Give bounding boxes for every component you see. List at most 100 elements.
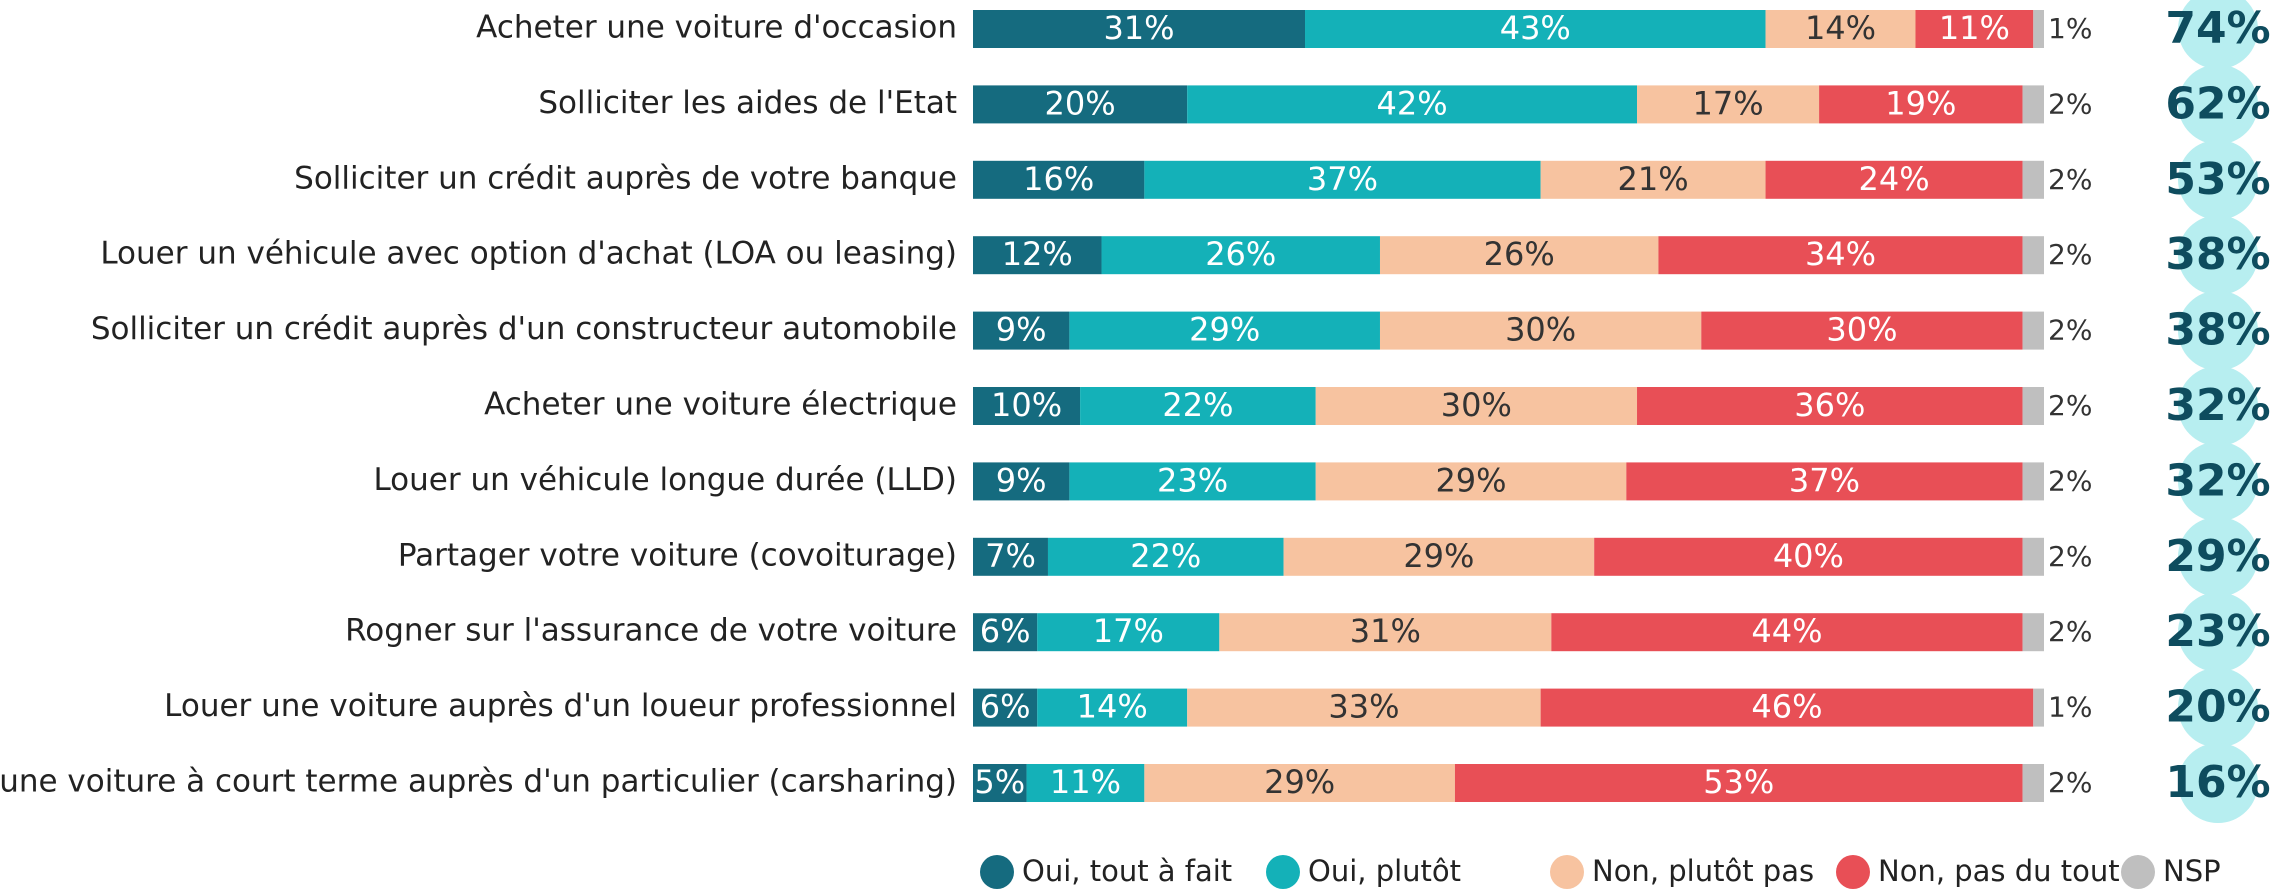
legend-swatch: [980, 855, 1014, 889]
bar-segment: [973, 311, 1070, 350]
total-badge: [2178, 64, 2258, 145]
data-label: 1%: [2048, 691, 2092, 724]
bar-segment: [1765, 160, 2023, 199]
bar-segment: [1540, 688, 2034, 727]
data-label: 2%: [2048, 615, 2092, 648]
data-label: 2%: [2048, 87, 2092, 120]
data-label: 2%: [2048, 766, 2092, 799]
bar-segment: [2022, 160, 2044, 199]
data-label: 30%: [1441, 386, 1512, 424]
data-label: 29%: [1264, 763, 1335, 801]
data-label: 10%: [991, 386, 1062, 424]
bar-segment: [2022, 236, 2044, 275]
bar-segment: [1283, 537, 1595, 576]
bar-segment: [1305, 10, 1766, 48]
data-label: 2%: [2048, 389, 2092, 422]
bar-segment: [1379, 236, 1659, 275]
total-label: 32%: [2165, 455, 2270, 506]
data-label: 36%: [1794, 386, 1865, 424]
data-label: 20%: [1045, 84, 1116, 122]
data-label: 6%: [980, 612, 1031, 650]
bar-segment: [1594, 537, 2023, 576]
data-label: 9%: [996, 461, 1047, 499]
bar-segment: [2022, 613, 2044, 652]
data-label: 17%: [1093, 612, 1164, 650]
category-label: Solliciter un crédit auprès d'un constru…: [91, 311, 957, 347]
data-label: 33%: [1328, 688, 1399, 726]
bar-segment: [973, 236, 1102, 275]
data-label: 34%: [1805, 235, 1876, 273]
bar-segment: [973, 764, 1027, 802]
data-label: 5%: [974, 763, 1025, 801]
legend-swatch: [2121, 855, 2155, 889]
data-label: 23%: [1157, 461, 1228, 499]
bar-segment: [1658, 236, 2023, 275]
bar-segment: [973, 85, 1188, 124]
bar-segment: [2022, 462, 2044, 501]
category-label: Louer un véhicule avec option d'achat (L…: [100, 236, 957, 272]
bar-segment: [1144, 160, 1541, 199]
bar-segment: [1915, 10, 2034, 48]
data-label: 37%: [1307, 160, 1378, 198]
category-label: Acheter une voiture d'occasion: [476, 10, 957, 46]
data-label: 11%: [1939, 9, 2010, 47]
data-label: 21%: [1618, 160, 1689, 198]
bar-segment: [1101, 236, 1380, 275]
legend-label: Non, plutôt pas: [1592, 854, 1814, 888]
bar-segment: [1819, 85, 2023, 124]
data-label: 22%: [1162, 386, 1233, 424]
total-badge: [2178, 441, 2258, 522]
data-label: 6%: [980, 688, 1031, 726]
bar-segment: [1037, 613, 1220, 652]
data-label: 24%: [1858, 160, 1929, 198]
legend-label: NSP: [2163, 854, 2221, 888]
data-label: 2%: [2048, 238, 2092, 271]
data-label: 9%: [996, 311, 1047, 349]
bar-segment: [1765, 10, 1916, 48]
legend-label: Oui, tout à fait: [1022, 854, 1232, 888]
bar-segment: [1637, 387, 2023, 425]
data-label: 31%: [1350, 612, 1421, 650]
total-label: 20%: [2165, 682, 2270, 733]
data-label: 19%: [1885, 84, 1956, 122]
total-label: 53%: [2165, 154, 2270, 205]
category-label: Partager votre voiture (covoiturage): [398, 537, 957, 573]
bar-segment: [1026, 764, 1145, 802]
data-label: 29%: [1189, 311, 1260, 349]
data-label: 2%: [2048, 464, 2092, 497]
data-label: 17%: [1692, 84, 1763, 122]
data-label: 7%: [985, 537, 1036, 575]
bar-segment: [973, 613, 1038, 652]
total-label: 38%: [2165, 305, 2270, 356]
bar-segment: [1144, 764, 1455, 802]
total-label: 32%: [2165, 380, 2270, 431]
bar-segment: [1626, 462, 2023, 501]
total-badge: [2178, 0, 2258, 69]
legend-swatch: [1836, 855, 1870, 889]
bar-segment: [1454, 764, 2023, 802]
bar-segment: [1701, 311, 2023, 350]
data-label: 26%: [1205, 235, 1276, 273]
data-label: 29%: [1403, 537, 1474, 575]
bar-segment: [973, 160, 1145, 199]
legend-swatch: [1550, 855, 1584, 889]
category-label: Acheter une voiture électrique: [484, 387, 957, 423]
data-label: 26%: [1484, 235, 1555, 273]
bar-segment: [1637, 85, 1820, 124]
bar-segment: [1037, 688, 1188, 727]
data-label: 42%: [1377, 84, 1448, 122]
bar-segment: [1219, 613, 1552, 652]
total-label: 38%: [2165, 229, 2270, 280]
bar-segment: [2022, 764, 2044, 802]
legend-swatch: [1266, 855, 1300, 889]
data-label: 31%: [1103, 9, 1174, 47]
bar-segment: [973, 462, 1070, 501]
category-label: Solliciter un crédit auprès de votre ban…: [294, 160, 957, 196]
category-label: Louer une voiture à court terme auprès d…: [0, 764, 957, 800]
total-label: 74%: [2165, 3, 2270, 54]
bar-segment: [1187, 85, 1638, 124]
data-label: 44%: [1751, 612, 1822, 650]
data-label: 29%: [1435, 461, 1506, 499]
category-label: Solliciter les aides de l'Etat: [538, 85, 957, 121]
